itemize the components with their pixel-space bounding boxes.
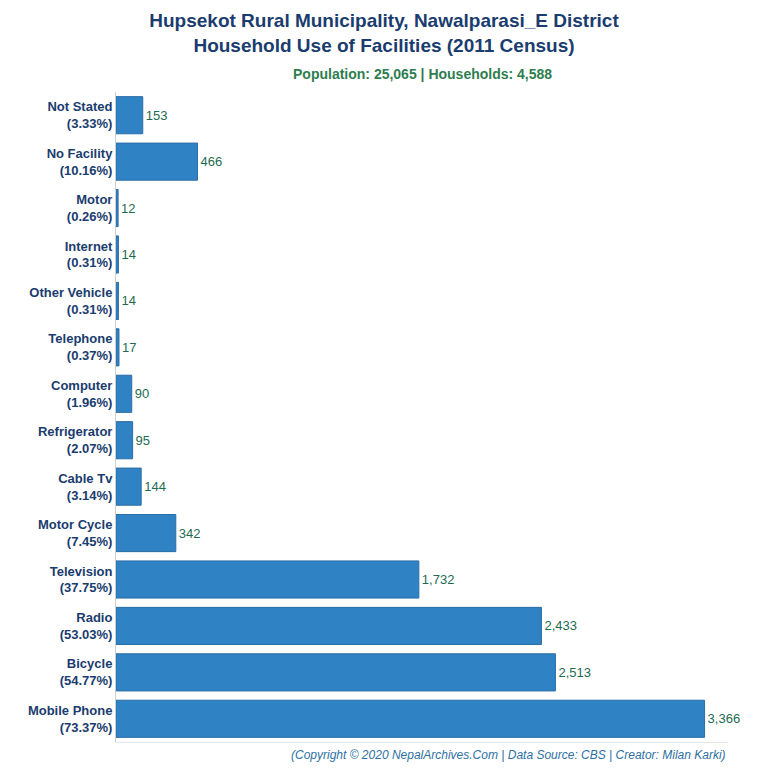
- svg-text:2,433: 2,433: [544, 618, 577, 633]
- svg-text:17: 17: [122, 340, 136, 355]
- svg-text:Motor(0.26%): Motor(0.26%): [67, 192, 113, 224]
- svg-text:3,366: 3,366: [708, 711, 741, 726]
- svg-text:Internet(0.31%): Internet(0.31%): [65, 239, 113, 271]
- svg-text:Motor Cycle(7.45%): Motor Cycle(7.45%): [38, 517, 112, 549]
- svg-text:Hupsekot Rural Municipality, N: Hupsekot Rural Municipality, Nawalparasi…: [149, 10, 619, 56]
- svg-text:14: 14: [121, 247, 135, 262]
- svg-text:Population: 25,065 | Household: Population: 25,065 | Households: 4,588: [293, 66, 552, 82]
- svg-text:Other Vehicle(0.31%): Other Vehicle(0.31%): [29, 285, 112, 317]
- svg-text:Refrigerator(2.07%): Refrigerator(2.07%): [38, 424, 112, 456]
- svg-text:153: 153: [146, 108, 168, 123]
- svg-text:Radio(53.03%): Radio(53.03%): [60, 610, 113, 642]
- svg-text:Bicycle(54.77%): Bicycle(54.77%): [60, 656, 113, 688]
- svg-text:Telephone(0.37%): Telephone(0.37%): [48, 331, 112, 363]
- svg-text:12: 12: [121, 201, 135, 216]
- svg-text:466: 466: [200, 154, 222, 169]
- svg-text:144: 144: [144, 479, 166, 494]
- svg-text:Mobile Phone(73.37%): Mobile Phone(73.37%): [28, 703, 113, 735]
- svg-text:342: 342: [179, 526, 201, 541]
- svg-text:Television(37.75%): Television(37.75%): [50, 564, 113, 596]
- svg-text:Computer(1.96%): Computer(1.96%): [51, 378, 112, 410]
- svg-text:95: 95: [136, 433, 150, 448]
- svg-text:90: 90: [135, 386, 149, 401]
- svg-text:(Copyright © 2020 NepalArchive: (Copyright © 2020 NepalArchives.Com | Da…: [291, 748, 726, 762]
- svg-text:Not Stated(3.33%): Not Stated(3.33%): [47, 99, 112, 131]
- svg-text:14: 14: [121, 293, 135, 308]
- svg-text:2,513: 2,513: [558, 665, 591, 680]
- svg-text:No Facility(10.16%): No Facility(10.16%): [47, 146, 114, 178]
- svg-text:Cable Tv(3.14%): Cable Tv(3.14%): [58, 471, 113, 503]
- svg-text:1,732: 1,732: [422, 572, 455, 587]
